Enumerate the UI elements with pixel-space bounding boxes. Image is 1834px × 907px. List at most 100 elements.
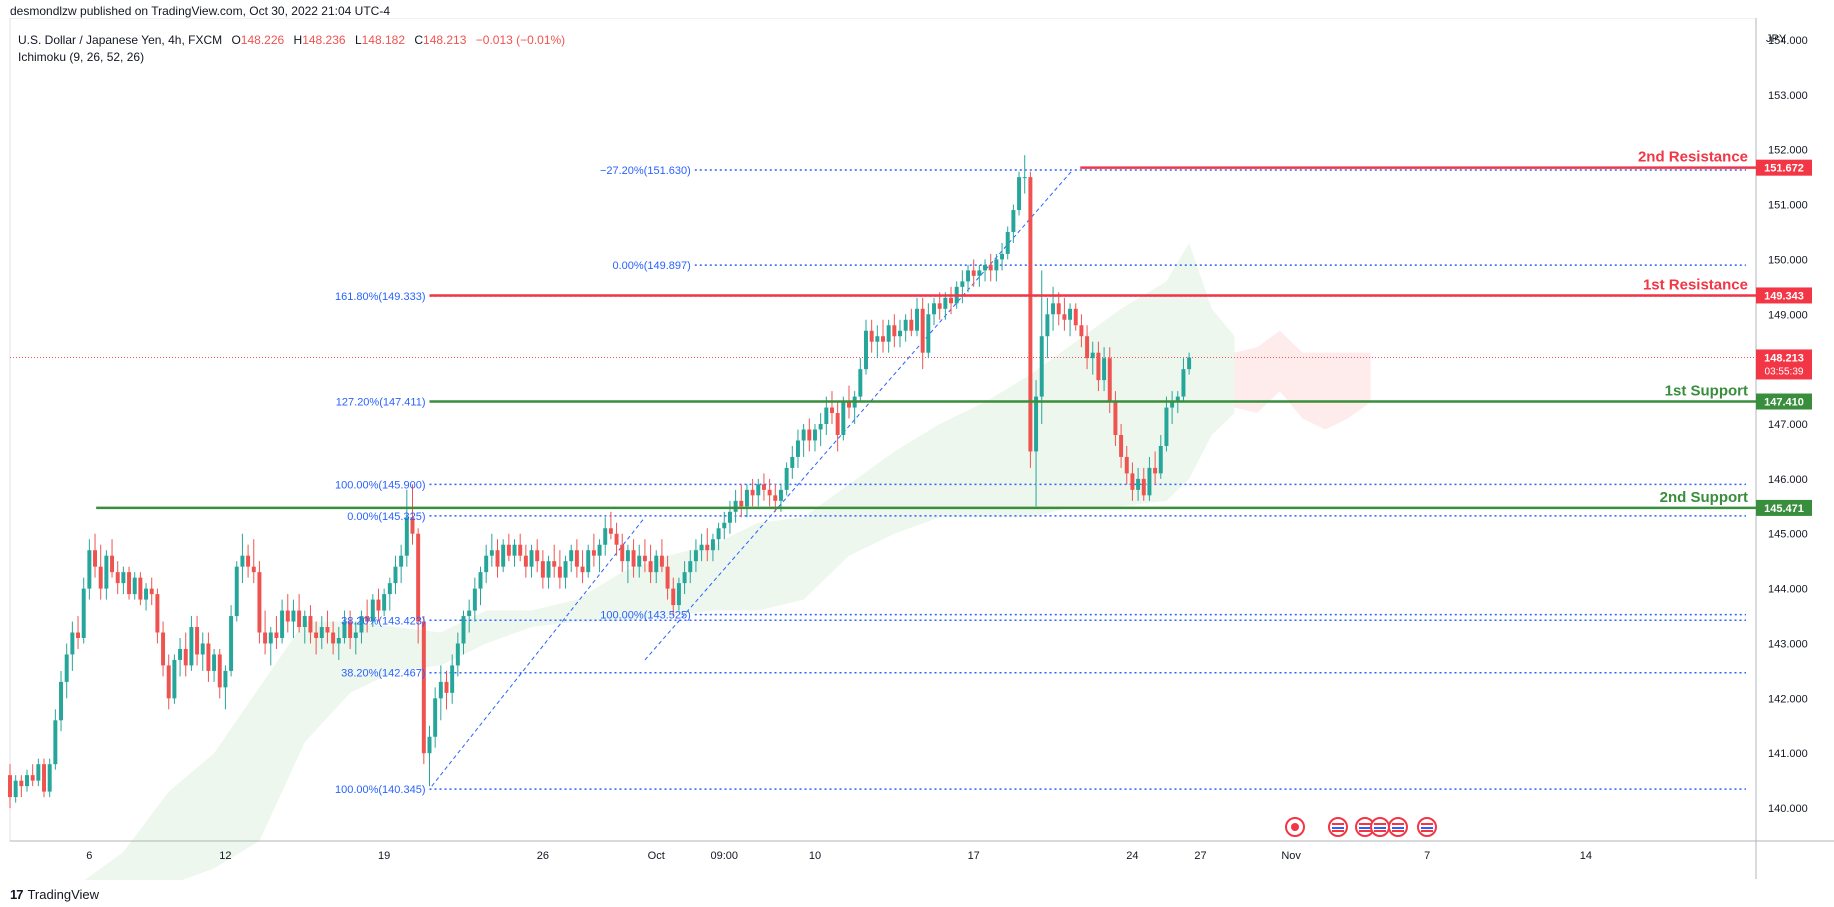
candle-body	[733, 500, 738, 512]
candle-body	[450, 665, 455, 693]
candle-body	[25, 775, 29, 787]
candle-body	[540, 561, 545, 578]
y-tick-label: 143.000	[1768, 638, 1808, 650]
candle-body	[812, 429, 817, 441]
candle-body	[1005, 231, 1010, 254]
us-flag-event-icon[interactable]	[1388, 817, 1408, 837]
x-tick-label: 26	[537, 850, 549, 862]
candle-body	[336, 637, 341, 644]
candle-body	[971, 270, 976, 276]
candle-body	[1119, 434, 1124, 457]
candle-body	[376, 599, 381, 611]
candle-body	[835, 413, 840, 435]
candle-body	[546, 561, 551, 578]
candle-body	[64, 654, 69, 682]
price-tag-label: 151.672	[1764, 163, 1804, 175]
candle-body	[869, 330, 874, 342]
y-tick-label: 153.000	[1768, 90, 1808, 102]
support-level-name: 2nd Support	[1660, 489, 1748, 506]
y-tick-label: 147.000	[1768, 419, 1808, 431]
candle-body	[1158, 445, 1163, 474]
candle-body	[574, 550, 579, 567]
candle-body	[1011, 210, 1016, 232]
candle-body	[864, 330, 868, 370]
candle-body	[841, 402, 846, 435]
candle-body	[829, 407, 834, 414]
candle-body	[206, 643, 211, 671]
candle-body	[909, 319, 914, 331]
y-tick-label: 145.000	[1768, 529, 1808, 541]
candle-body	[495, 550, 500, 567]
last-price-value: 148.213	[1764, 352, 1804, 364]
candle-body	[410, 517, 415, 534]
candle-body	[557, 566, 562, 578]
candle-body	[229, 616, 234, 671]
candle-body	[915, 308, 919, 331]
candle-body	[744, 489, 749, 507]
candle-body	[949, 297, 954, 304]
candle-body	[569, 550, 574, 562]
candle-body	[603, 528, 608, 545]
us-flag-event-icon[interactable]	[1370, 817, 1390, 837]
candle-body	[903, 319, 908, 331]
svg-text:U.S. Dollar / Japanese Yen, 4h: U.S. Dollar / Japanese Yen, 4h, FXCM O14…	[18, 33, 565, 47]
fib-level-label: 0.00%(145.325)	[347, 511, 425, 523]
us-flag-event-icon[interactable]	[1417, 817, 1437, 837]
candle-body	[8, 775, 12, 798]
candle-body	[404, 517, 409, 556]
candle-body	[977, 270, 982, 276]
candle-body	[778, 489, 783, 501]
economic-event-icon[interactable]	[1285, 817, 1305, 837]
tradingview-logo-icon: 17	[10, 886, 24, 902]
candle-body	[155, 594, 160, 633]
y-tick-label: 150.000	[1768, 254, 1808, 266]
candle-body	[529, 550, 534, 567]
candle-body	[710, 539, 715, 551]
x-tick-label: 27	[1194, 850, 1206, 862]
candle-body	[1028, 177, 1033, 452]
candle-body	[926, 314, 931, 353]
x-tick-label: 6	[86, 850, 92, 862]
candle-body	[132, 577, 137, 595]
chart[interactable]: U.S. Dollar / Japanese Yen, 4h, FXCM O14…	[0, 18, 1834, 880]
us-flag-event-icon[interactable]	[1328, 817, 1348, 837]
candle-body	[280, 610, 285, 638]
candle-body	[478, 572, 483, 589]
candle-body	[1039, 336, 1044, 397]
candle-body	[1062, 314, 1067, 320]
y-tick-label: 141.000	[1768, 748, 1808, 760]
fib-trend-line	[431, 516, 646, 787]
candle-body	[1175, 396, 1180, 403]
x-tick-label: 7	[1424, 850, 1430, 862]
candle-body	[365, 616, 370, 622]
candle-body	[1034, 396, 1039, 452]
candle-body	[898, 330, 902, 337]
candle-body	[268, 632, 273, 644]
candle-body	[512, 544, 517, 556]
candle-body	[552, 561, 557, 567]
candle-body	[1017, 177, 1022, 211]
symbol-name: U.S. Dollar / Japanese Yen, 4h, FXCM	[18, 33, 222, 47]
candle-body	[1124, 456, 1129, 474]
low-label: L	[355, 33, 362, 47]
candle-body	[818, 424, 823, 430]
candle-body	[76, 632, 81, 638]
candle-body	[1130, 473, 1135, 490]
candle-body	[682, 572, 687, 584]
candle-body	[484, 555, 489, 573]
candle-body	[195, 627, 200, 655]
candle-body	[1181, 369, 1186, 397]
candle-body	[104, 555, 109, 589]
candle-body	[200, 643, 205, 655]
x-tick-label: 14	[1580, 850, 1592, 862]
candle-body	[983, 264, 988, 271]
candle-body	[438, 681, 443, 699]
candle-body	[642, 555, 647, 562]
candle-body	[319, 627, 324, 638]
x-tick-label: 09:00	[711, 850, 739, 862]
candle-body	[166, 665, 171, 699]
ichimoku-cloud	[84, 242, 1235, 880]
candle-body	[444, 681, 449, 693]
candle-body	[47, 764, 52, 792]
candle-body	[387, 583, 392, 595]
